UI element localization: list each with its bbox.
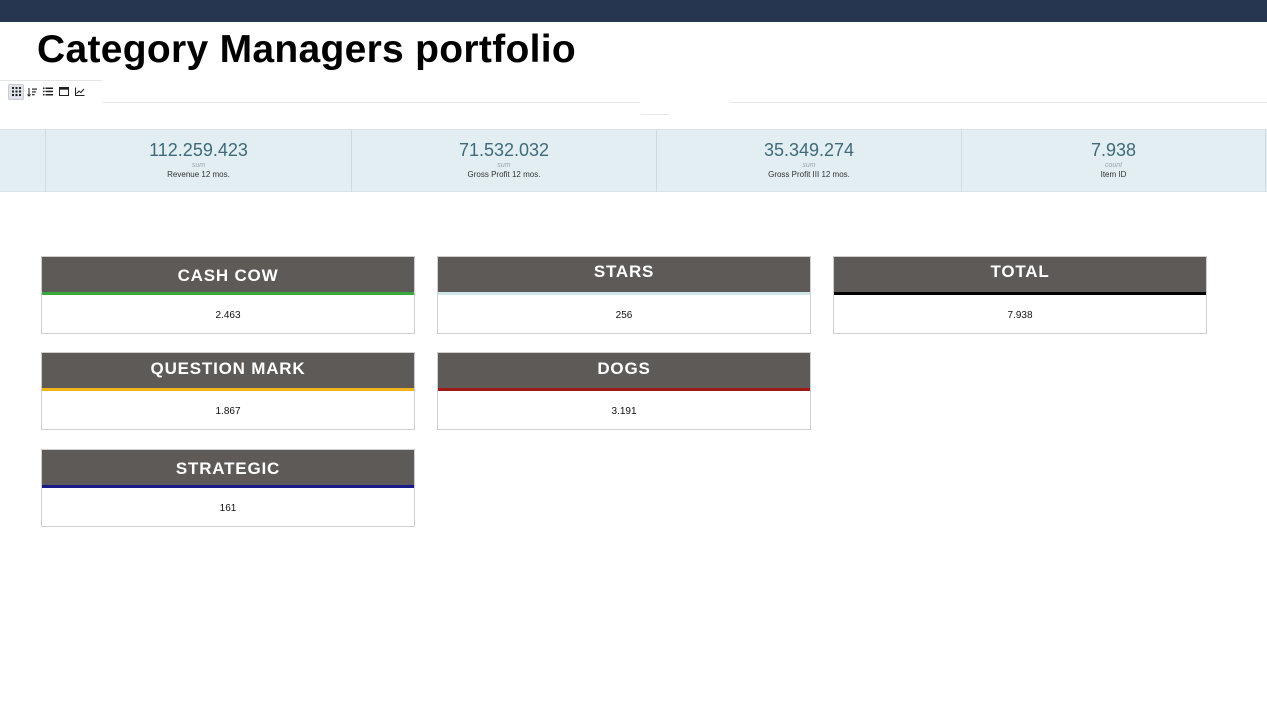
card-title: CASH COW	[177, 266, 279, 285]
window-icon	[59, 87, 69, 96]
card-title: STRATEGIC	[175, 459, 281, 478]
sort-icon	[27, 87, 37, 97]
card-accent-bar	[42, 388, 414, 391]
kpi-label: Item ID	[1100, 170, 1127, 179]
kpi-aggregation: sum	[802, 162, 816, 169]
kpi-revenue: 112.259.423 sum Revenue 12 mos.	[45, 130, 351, 192]
card-header: TOTAL	[834, 257, 1206, 295]
kpi-label: Revenue 12 mos.	[167, 170, 230, 179]
card-value: 256	[615, 310, 633, 321]
card-value: 161	[219, 503, 237, 514]
kpi-aggregation: count	[1104, 162, 1123, 169]
card-value: 2.463	[215, 310, 241, 321]
header-divider	[102, 102, 640, 103]
card-header: DOGS	[438, 353, 810, 391]
view-toolbar	[0, 80, 102, 102]
card-accent-bar	[42, 292, 414, 295]
kpi-item-id: 7.938 count Item ID	[961, 130, 1266, 192]
card-accent-bar	[42, 485, 414, 488]
kpi-aggregation: sum	[191, 162, 206, 169]
kpi-value: 112.259.423	[149, 140, 248, 160]
card-accent-bar	[438, 388, 810, 391]
list-icon	[43, 87, 53, 96]
header-divider-right	[729, 102, 1267, 103]
grid-view-button[interactable]	[8, 83, 24, 100]
chart-view-button[interactable]	[72, 84, 88, 100]
card-value: 3.191	[611, 406, 637, 417]
kpi-aggregation: sum	[497, 162, 511, 169]
kpi-value: 35.349.274	[763, 140, 855, 160]
list-view-button[interactable]	[40, 84, 56, 100]
card-header: STRATEGIC	[42, 450, 414, 488]
card-title: STARS	[593, 262, 655, 281]
kpi-value: 7.938	[1090, 140, 1137, 160]
kpi-value: 71.532.032	[458, 140, 550, 160]
card-question-mark[interactable]: QUESTION MARK 1.867	[41, 352, 415, 430]
card-total[interactable]: TOTAL 7.938	[833, 256, 1207, 334]
window-view-button[interactable]	[56, 84, 72, 100]
grid-icon	[11, 87, 21, 96]
kpi-gross-profit: 71.532.032 sum Gross Profit 12 mos.	[351, 130, 656, 192]
kpi-label: Gross Profit III 12 mos.	[768, 170, 850, 179]
card-accent-bar	[834, 292, 1206, 295]
header-divider-short	[641, 114, 669, 115]
card-title: TOTAL	[990, 262, 1050, 281]
card-header: CASH COW	[42, 257, 414, 295]
card-title: QUESTION MARK	[150, 359, 306, 378]
kpi-gross-profit-iii: 35.349.274 sum Gross Profit III 12 mos.	[656, 130, 961, 192]
line-chart-icon	[75, 87, 85, 96]
card-title: DOGS	[597, 359, 651, 378]
card-cash-cow[interactable]: CASH COW 2.463	[41, 256, 415, 334]
kpi-label: Gross Profit 12 mos.	[467, 170, 541, 179]
sort-view-button[interactable]	[24, 84, 40, 100]
card-value: 7.938	[1007, 310, 1033, 321]
card-accent-bar	[438, 292, 810, 295]
card-strategic[interactable]: STRATEGIC 161	[41, 449, 415, 527]
page-title: Category Managers portfolio	[37, 28, 576, 71]
kpi-strip: 112.259.423 sum Revenue 12 mos. 71.532.0…	[0, 129, 1267, 192]
card-header: STARS	[438, 257, 810, 295]
card-header: QUESTION MARK	[42, 353, 414, 391]
card-stars[interactable]: STARS 256	[437, 256, 811, 334]
card-dogs[interactable]: DOGS 3.191	[437, 352, 811, 430]
top-bar	[0, 0, 1267, 22]
card-value: 1.867	[215, 406, 241, 417]
